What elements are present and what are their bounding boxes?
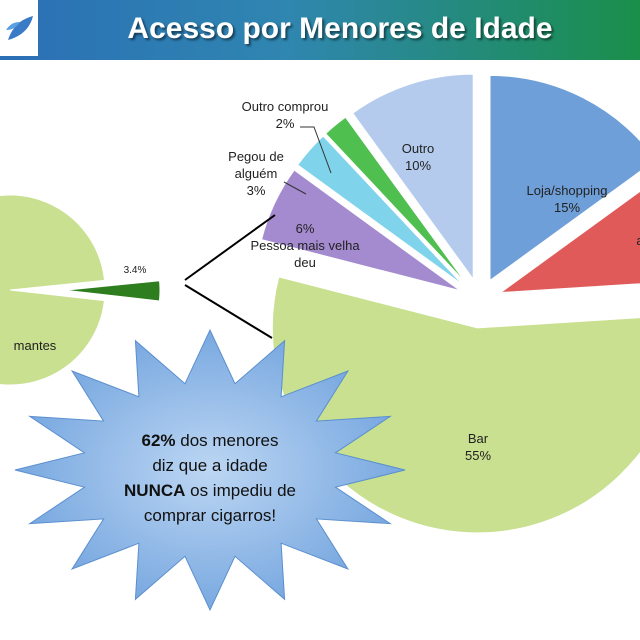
category-label: Pessoa mais velha deu	[250, 238, 360, 270]
value-label: 10%	[404, 158, 432, 173]
logo-icon	[6, 16, 33, 40]
value-label: 3%	[246, 183, 266, 198]
category-label: Outro comprou	[241, 99, 329, 114]
slice-label: Bar 55%	[438, 430, 518, 464]
category-label: Outro	[401, 141, 435, 156]
callout-line: comprar cigarros!	[85, 503, 335, 528]
logo	[0, 0, 38, 56]
callout-line: diz que a idade	[85, 453, 335, 478]
category-label: Loja/shopping	[526, 183, 608, 198]
pie-slice	[296, 135, 464, 286]
callout-text: 62% dos menores diz que a idade NUNCA os i…	[85, 428, 335, 528]
leader-line	[300, 126, 332, 174]
slice-label: Loja/shopping 15%	[512, 182, 622, 216]
slice-label: Outro 10%	[388, 140, 448, 174]
callout-segment: os impediu de	[185, 481, 296, 500]
leader-line	[283, 181, 307, 195]
connector-line	[184, 214, 276, 281]
pie-slice	[260, 169, 461, 292]
callout-line: 62% dos menores	[85, 428, 335, 453]
category-label: Pegou de alguém	[228, 149, 284, 181]
callout-segment: diz que a idade	[152, 456, 268, 475]
pie-slice	[499, 190, 640, 294]
category-label: mantes	[13, 338, 57, 353]
slice-label: 6% Pessoa mais velha deu	[250, 220, 360, 271]
callout-segment: dos menores	[175, 431, 279, 450]
pie-slice	[0, 194, 106, 386]
category-label: Bar	[467, 431, 489, 446]
connector-line	[184, 284, 273, 339]
category-label: a	[636, 233, 640, 248]
callout-segment: 62%	[141, 431, 176, 450]
title: Acesso por Menores de Idade	[127, 12, 553, 45]
slice-label: 3.4%	[110, 262, 160, 279]
slice-label: mantes	[0, 337, 75, 354]
pie-slice	[324, 116, 467, 284]
callout-segment: NUNCA	[124, 481, 186, 500]
value-label: 3.4%	[123, 265, 147, 276]
pie-slice	[489, 74, 640, 282]
slice-label: Outro comprou 2%	[225, 98, 345, 132]
slice-label: Pegou de alguém 3%	[216, 148, 296, 199]
callout-star	[14, 328, 406, 612]
value-label: 55%	[464, 448, 492, 463]
pie-slice	[64, 280, 161, 302]
value-label: 6%	[295, 221, 315, 236]
callout-line: NUNCA os impediu de	[85, 478, 335, 503]
header-bar	[0, 0, 640, 60]
slice-label: a	[630, 232, 640, 249]
pie-slice	[352, 73, 474, 281]
value-label: 2%	[275, 116, 295, 131]
value-label: 15%	[553, 200, 581, 215]
callout-segment: comprar cigarros!	[143, 506, 277, 525]
